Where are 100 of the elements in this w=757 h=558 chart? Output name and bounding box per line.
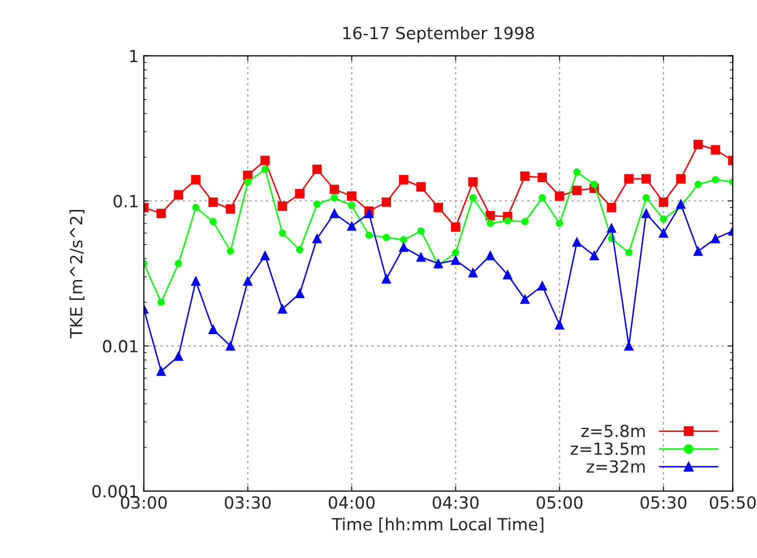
point	[243, 276, 252, 286]
x-axis-title: Time [hh:mm Local Time]	[332, 518, 544, 532]
point	[261, 166, 269, 173]
y-axis-title: TKE [m^2/s^2]	[70, 210, 84, 338]
point	[174, 190, 184, 200]
point	[694, 180, 702, 188]
point	[710, 145, 720, 154]
point	[502, 270, 512, 280]
point	[382, 274, 392, 284]
point	[156, 208, 166, 218]
point	[521, 218, 529, 226]
point	[226, 204, 236, 214]
point	[348, 202, 356, 210]
point	[434, 202, 443, 212]
point	[712, 176, 720, 184]
point	[710, 234, 720, 244]
point	[278, 229, 286, 237]
point	[676, 174, 686, 184]
point	[330, 194, 338, 202]
point	[606, 223, 616, 233]
y-tick-label: 0.01	[102, 340, 138, 353]
point	[296, 246, 304, 254]
legend-label: z=13.5m	[570, 442, 645, 456]
point	[572, 186, 582, 196]
y-tick-label: 0.001	[92, 485, 138, 498]
point	[174, 260, 182, 268]
point	[554, 320, 564, 330]
point	[278, 304, 288, 314]
point	[158, 298, 165, 306]
point	[191, 276, 200, 286]
legend-label: z=5.8m	[581, 424, 645, 438]
point	[641, 174, 651, 184]
point	[416, 182, 426, 192]
point	[572, 237, 582, 247]
point	[295, 189, 304, 198]
y-tick-label: 1	[130, 50, 138, 62]
point	[624, 341, 634, 351]
point	[641, 208, 651, 218]
point	[398, 174, 408, 184]
point	[243, 170, 252, 180]
point	[191, 174, 200, 184]
x-tick-label: 05:30	[640, 496, 686, 509]
point	[347, 221, 356, 231]
point	[398, 242, 408, 252]
point	[364, 208, 374, 218]
point	[400, 236, 408, 244]
x-tick-label: 04:00	[328, 496, 375, 509]
x-tick-label: 04:30	[432, 496, 479, 509]
point	[416, 252, 426, 262]
y-tick-label: 0.1	[114, 194, 138, 208]
point	[642, 194, 650, 202]
point	[226, 248, 234, 255]
point	[382, 197, 392, 207]
point	[504, 217, 512, 224]
x-tick-label: 03:00	[120, 496, 167, 509]
point	[450, 256, 460, 265]
point	[693, 246, 703, 256]
x-tick-label: 05:50	[710, 496, 756, 509]
point	[573, 168, 581, 176]
point	[624, 174, 634, 184]
point	[538, 172, 547, 182]
legend-label: z=32m	[586, 460, 645, 473]
point	[208, 197, 218, 207]
point	[434, 258, 443, 268]
point	[486, 250, 495, 260]
point	[278, 201, 288, 211]
point	[209, 218, 217, 226]
point	[676, 199, 686, 209]
point	[330, 208, 340, 218]
point	[260, 250, 270, 260]
x-tick-label: 03:30	[224, 496, 271, 509]
point	[538, 281, 547, 290]
point	[658, 197, 668, 207]
point	[468, 268, 478, 278]
point	[469, 194, 477, 202]
point	[590, 180, 598, 188]
point	[450, 222, 460, 232]
point	[625, 248, 632, 256]
point	[208, 324, 218, 334]
point	[606, 202, 616, 212]
point	[313, 200, 321, 208]
point	[347, 191, 356, 201]
point	[590, 250, 599, 260]
point	[417, 227, 425, 235]
point	[658, 228, 668, 238]
point	[693, 140, 703, 150]
point	[556, 220, 564, 227]
point	[260, 156, 270, 166]
point	[452, 248, 460, 256]
point	[554, 191, 564, 201]
chart-title: 16-17 September 1998	[343, 26, 534, 43]
point	[486, 211, 495, 220]
point	[365, 232, 373, 239]
point	[660, 215, 668, 223]
point	[312, 234, 322, 244]
point	[520, 171, 530, 181]
point	[174, 352, 184, 361]
point	[156, 366, 166, 376]
point	[312, 164, 322, 174]
point	[244, 178, 252, 186]
